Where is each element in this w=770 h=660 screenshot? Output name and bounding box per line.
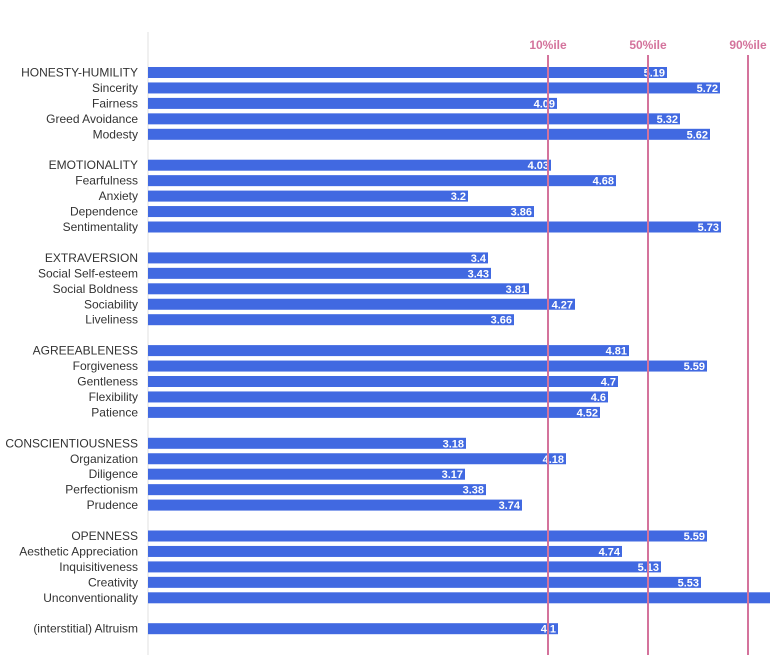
data-label: 4.68: [593, 176, 614, 188]
data-label: 3.17: [442, 469, 463, 481]
data-label: 3.2: [451, 191, 466, 203]
category-label: Sociability: [84, 297, 138, 311]
bar: [148, 453, 566, 465]
data-label: 4.03: [528, 160, 549, 172]
bar: [148, 283, 529, 295]
bar: [148, 468, 465, 480]
category-label: Liveliness: [85, 313, 138, 327]
category-label: CONSCIENTIOUSNESS: [5, 436, 138, 450]
category-label: HONESTY-HUMILITY: [21, 66, 138, 80]
category-label: Diligence: [89, 467, 139, 481]
category-label: Perfectionism: [65, 483, 138, 497]
data-label: 5.62: [687, 129, 708, 141]
bar: [148, 113, 680, 125]
bar: [148, 314, 514, 326]
category-label: Unconventionality: [43, 591, 138, 605]
data-label: 3.38: [463, 485, 484, 497]
bar: [148, 128, 710, 140]
bar: [148, 499, 522, 511]
category-label: Prudence: [87, 498, 139, 512]
data-label: 5.72: [697, 83, 718, 95]
category-label: OPENNESS: [71, 529, 138, 543]
reference-label: 10%ile: [529, 38, 567, 52]
bar: [148, 484, 486, 496]
bar: [148, 576, 701, 588]
category-label: Aesthetic Appreciation: [19, 544, 138, 558]
category-label: Social Self-esteem: [38, 266, 138, 280]
category-label: Social Boldness: [53, 282, 138, 296]
bar: [148, 190, 468, 202]
data-label: 4.52: [577, 407, 598, 419]
category-label: Dependence: [70, 205, 138, 219]
category-label: Fearfulness: [75, 174, 138, 188]
bar: [148, 175, 616, 187]
bar: [148, 592, 770, 604]
data-label: 4.6: [591, 392, 606, 404]
category-label: Creativity: [88, 575, 138, 589]
data-label: 4.81: [606, 346, 627, 358]
data-label: 5.73: [698, 222, 719, 234]
bar: [148, 406, 600, 418]
category-label: Flexibility: [89, 390, 138, 404]
data-label: 3.4: [471, 253, 487, 265]
bar: [148, 159, 551, 171]
data-label: 4.18: [543, 454, 564, 466]
data-label: 5.59: [684, 361, 705, 373]
category-label: AGREEABLENESS: [33, 344, 138, 358]
data-label: 5.19: [644, 68, 665, 80]
reference-label: 90%ile: [729, 38, 767, 52]
data-label: 4.27: [552, 299, 573, 311]
bar: [148, 267, 491, 279]
bar: [148, 298, 575, 310]
bar: [148, 221, 721, 233]
category-label: Organization: [70, 452, 138, 466]
data-label: 3.81: [506, 284, 527, 296]
category-label: Sentimentality: [63, 220, 138, 234]
bar: [148, 530, 707, 542]
bar: [148, 623, 558, 635]
data-label: 3.18: [443, 438, 464, 450]
data-label: 4.74: [599, 546, 621, 558]
category-label: Modesty: [93, 127, 138, 141]
bar: [148, 545, 622, 557]
category-label: Patience: [91, 405, 138, 419]
data-label: 3.43: [468, 268, 489, 280]
data-label: 3.86: [511, 207, 532, 219]
category-label: Anxiety: [99, 189, 138, 203]
bar: [148, 391, 608, 403]
bar: [148, 82, 720, 94]
category-label: EMOTIONALITY: [49, 158, 138, 172]
data-label: 5.32: [657, 114, 678, 126]
data-label: 4.09: [534, 98, 555, 110]
data-label: 3.74: [499, 500, 521, 512]
bar: [148, 376, 618, 387]
category-label: Sincerity: [92, 81, 138, 95]
bar: [148, 561, 661, 573]
data-label: 4.7: [601, 377, 616, 389]
category-label: Fairness: [92, 96, 138, 110]
data-label: 3.66: [491, 315, 512, 327]
bar: [148, 345, 629, 357]
category-label: EXTRAVERSION: [45, 251, 138, 265]
bar: [148, 206, 534, 218]
bar: [148, 97, 557, 109]
reference-label: 50%ile: [629, 38, 667, 52]
bar: [148, 437, 466, 449]
data-label: 5.59: [684, 531, 705, 543]
category-label: Inquisitiveness: [59, 560, 138, 574]
data-label: 5.53: [678, 577, 699, 589]
bar: [148, 360, 707, 372]
bar: [148, 252, 488, 264]
bar: [148, 67, 667, 78]
category-label: (interstitial) Altruism: [33, 622, 138, 636]
category-label: Greed Avoidance: [46, 112, 138, 126]
category-label: Forgiveness: [73, 359, 138, 373]
category-label: Gentleness: [77, 375, 138, 389]
